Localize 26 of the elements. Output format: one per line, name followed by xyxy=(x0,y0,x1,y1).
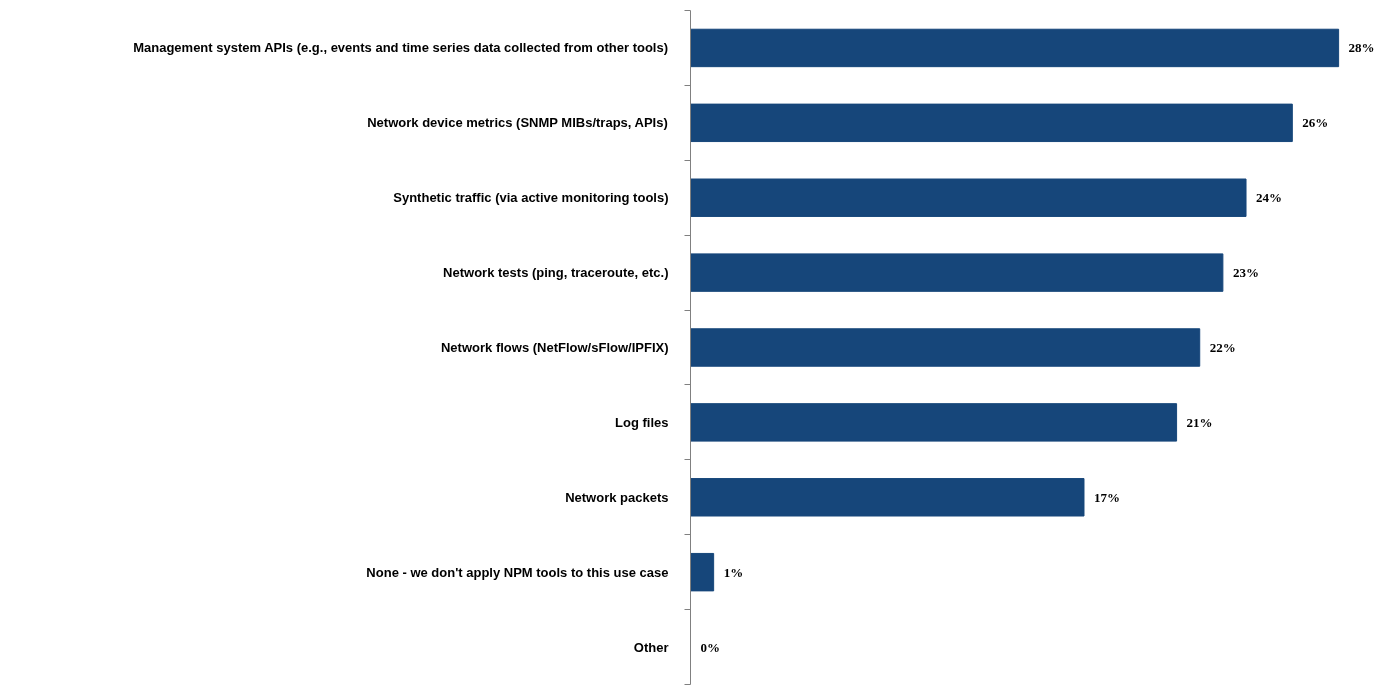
data-label: 26% xyxy=(1302,115,1329,131)
y-tick-label: Management system APIs (e.g., events and time series data collected from other tools) xyxy=(133,40,669,56)
bar xyxy=(690,403,1178,442)
data-label: 17% xyxy=(1094,489,1120,505)
data-label: 0% xyxy=(700,639,720,655)
y-tick-label: Other xyxy=(633,639,669,655)
data-label: 24% xyxy=(1256,190,1283,206)
data-label: 23% xyxy=(1232,265,1259,281)
bar xyxy=(690,253,1224,292)
bar xyxy=(690,328,1201,367)
y-tick-label: Synthetic traffic (via active monitoring tools) xyxy=(393,190,669,206)
bar xyxy=(690,103,1293,143)
bar xyxy=(690,28,1340,68)
data-label: 21% xyxy=(1186,414,1213,430)
bar xyxy=(690,552,715,592)
bar xyxy=(690,478,1085,517)
data-label: 28% xyxy=(1348,40,1375,56)
data-label: 1% xyxy=(723,564,744,580)
y-tick-label: Network flows (NetFlow/sFlow/IPFIX) xyxy=(440,340,669,355)
bar xyxy=(690,178,1247,217)
y-tick-label: Log files xyxy=(615,414,669,430)
y-tick-label: Network tests (ping, traceroute, etc.) xyxy=(443,265,669,281)
y-tick-label: Network packets xyxy=(565,489,669,505)
y-tick-label: Network device metrics (SNMP MIBs/traps, APIs) xyxy=(367,115,668,131)
y-tick-label: None - we don't apply NPM tools to this use case xyxy=(366,564,669,580)
data-label: 22% xyxy=(1209,340,1236,355)
